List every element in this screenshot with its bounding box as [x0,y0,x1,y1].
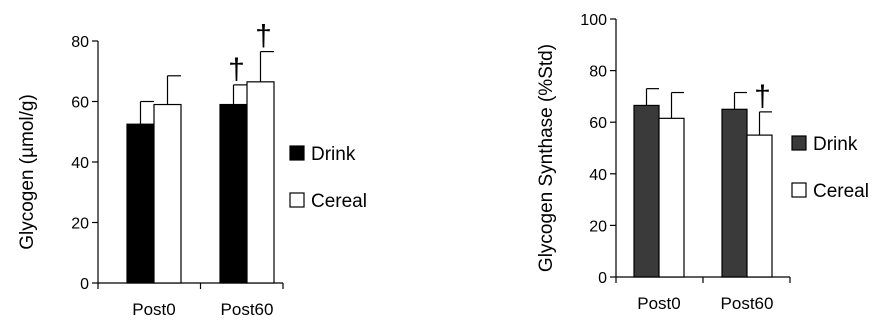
chart-2: 0 20 40 60 80 100 Post0 † Post60 Glycogen Synthas… [536,12,869,313]
y-tick-label: 40 [71,155,89,172]
y-tick-label: 20 [71,216,89,233]
bar-cereal-post0 [658,117,685,278]
legend-label-cereal: Cereal [311,191,367,212]
legend-swatch-drink [289,145,305,161]
y-tick-label: 80 [589,64,607,81]
legend-swatch-cereal [289,192,305,208]
legend-label-drink: Drink [813,134,858,155]
y-tick-label: 0 [598,270,607,287]
y-tick-label: 80 [71,34,89,51]
y-tick-label: 40 [589,167,607,184]
significance-dagger: † [754,80,771,113]
legend-label-cereal: Cereal [813,181,869,202]
significance-dagger: † [255,20,272,53]
y-tick-label: 0 [80,276,89,293]
bar-drink-post0 [633,104,660,278]
y-tick-label: 60 [589,115,607,132]
legend-label-drink: Drink [311,144,356,165]
bar-drink-post60 [219,103,248,284]
bar-cereal-post60 [746,134,773,278]
y-axis-title: Glycogen Synthase (%Std) [536,44,557,272]
bar-drink-post0 [126,123,155,284]
bar-drink-post60 [721,108,748,278]
legend-swatch-cereal [791,182,807,198]
bar-cereal-post0 [153,103,182,284]
y-tick-label: 20 [589,218,607,235]
y-tick-label: 100 [580,12,607,29]
x-tick-label: Post60 [221,300,274,319]
x-tick-label: Post0 [132,300,175,319]
y-axis-title: Glycogen (µmol/g) [17,94,38,250]
significance-dagger: † [228,53,245,86]
bar-cereal-post60 [246,81,275,284]
y-tick-label: 60 [71,95,89,112]
x-tick-label: Post60 [721,294,774,313]
chart-1: 0 20 40 60 80 Post0 † † Post60 Glycogen (µmol/g) D… [17,20,367,319]
legend-swatch-drink [791,135,807,151]
x-tick-label: Post0 [637,294,680,313]
